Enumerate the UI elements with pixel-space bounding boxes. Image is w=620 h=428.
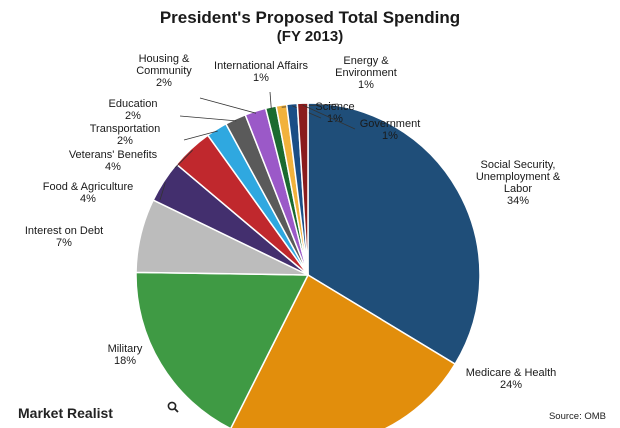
leader-line: [269, 91, 272, 110]
slice-label: Veterans' Benefits 4%: [69, 149, 158, 173]
slice-label: Food & Agriculture 4%: [43, 181, 134, 205]
leader-line: [302, 104, 356, 130]
chart-title: President's Proposed Total Spending: [159, 8, 461, 27]
leader-line: [174, 149, 193, 169]
slice-label: Medicare & Health 24%: [466, 367, 557, 391]
pie-slice: [307, 102, 481, 366]
leader-line: [183, 130, 218, 141]
pie-slice: [296, 102, 309, 276]
slice-label: Government 1%: [360, 118, 421, 142]
slice-label: Education 2%: [109, 98, 158, 122]
source-note: Source: OMB: [548, 411, 606, 422]
slice-label: International Affairs 1%: [214, 60, 308, 84]
slice-label: Military 18%: [108, 343, 143, 367]
slice-label: Transportation 2%: [90, 123, 161, 147]
magnifier-icon: [167, 401, 179, 413]
leader-line: [179, 115, 237, 122]
pie-slice: [230, 273, 457, 428]
pie-slice: [135, 271, 310, 428]
leader-line: [199, 97, 257, 114]
chart-subtitle: (FY 2013): [276, 28, 344, 45]
slice-label: Interest on Debt 7%: [25, 225, 103, 249]
slice-label: Energy & Environment 1%: [335, 55, 397, 91]
slice-label: Housing & Community 2%: [136, 53, 192, 89]
leader-line: [159, 182, 166, 201]
slice-label: Social Security, Unemployment & Labor 34%: [476, 159, 561, 207]
brand-logo: Market Realist: [18, 405, 113, 421]
